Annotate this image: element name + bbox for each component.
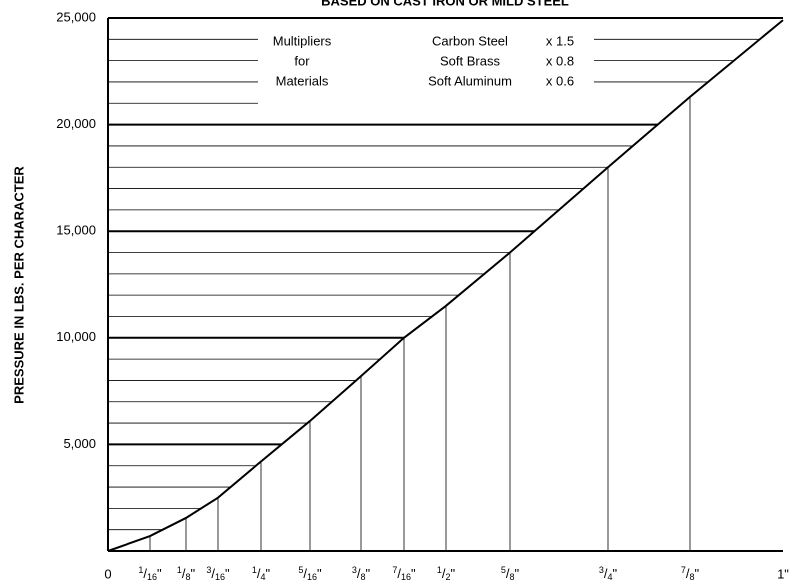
y-tick-label: 5,000 xyxy=(63,436,96,451)
chart-title: BASED ON CAST IRON OR MILD STEEL xyxy=(321,0,569,8)
x-tick-label: 7/16" xyxy=(392,565,416,582)
x-tick-label: 5/8" xyxy=(501,565,520,582)
y-axis-label: PRESSURE IN LBS. PER CHARACTER xyxy=(11,166,26,404)
x-tick-label: 5/16" xyxy=(298,565,322,582)
x-tick-label: 1/8" xyxy=(177,565,196,582)
x-tick-label: 1/4" xyxy=(252,565,271,582)
x-tick-label: 7/8" xyxy=(681,565,700,582)
x-tick-label: 1/2" xyxy=(437,565,456,582)
x-tick-label: 3/8" xyxy=(352,565,371,582)
annotation: Materials xyxy=(276,73,329,88)
data-line xyxy=(107,19,784,552)
y-tick-label: 25,000 xyxy=(56,9,96,24)
y-tick-label: 15,000 xyxy=(56,223,96,238)
annotation: Multipliers xyxy=(273,33,332,48)
y-tick-label: 10,000 xyxy=(56,329,96,344)
annotation: x 0.8 xyxy=(546,53,574,68)
x-tick-label: 1/16" xyxy=(138,565,162,582)
annotation: for xyxy=(294,53,310,68)
x-tick-label: 1" xyxy=(777,566,789,581)
annotation: Soft Brass xyxy=(440,53,500,68)
annotation: x 1.5 xyxy=(546,33,574,48)
x-tick-label: 3/4" xyxy=(599,565,618,582)
y-tick-label: 20,000 xyxy=(56,116,96,131)
annotation: Carbon Steel xyxy=(432,33,508,48)
x-tick-label: 3/16" xyxy=(206,565,230,582)
annotation: Soft Aluminum xyxy=(428,73,512,88)
x-tick-label: 0 xyxy=(104,566,111,581)
annotation: x 0.6 xyxy=(546,73,574,88)
